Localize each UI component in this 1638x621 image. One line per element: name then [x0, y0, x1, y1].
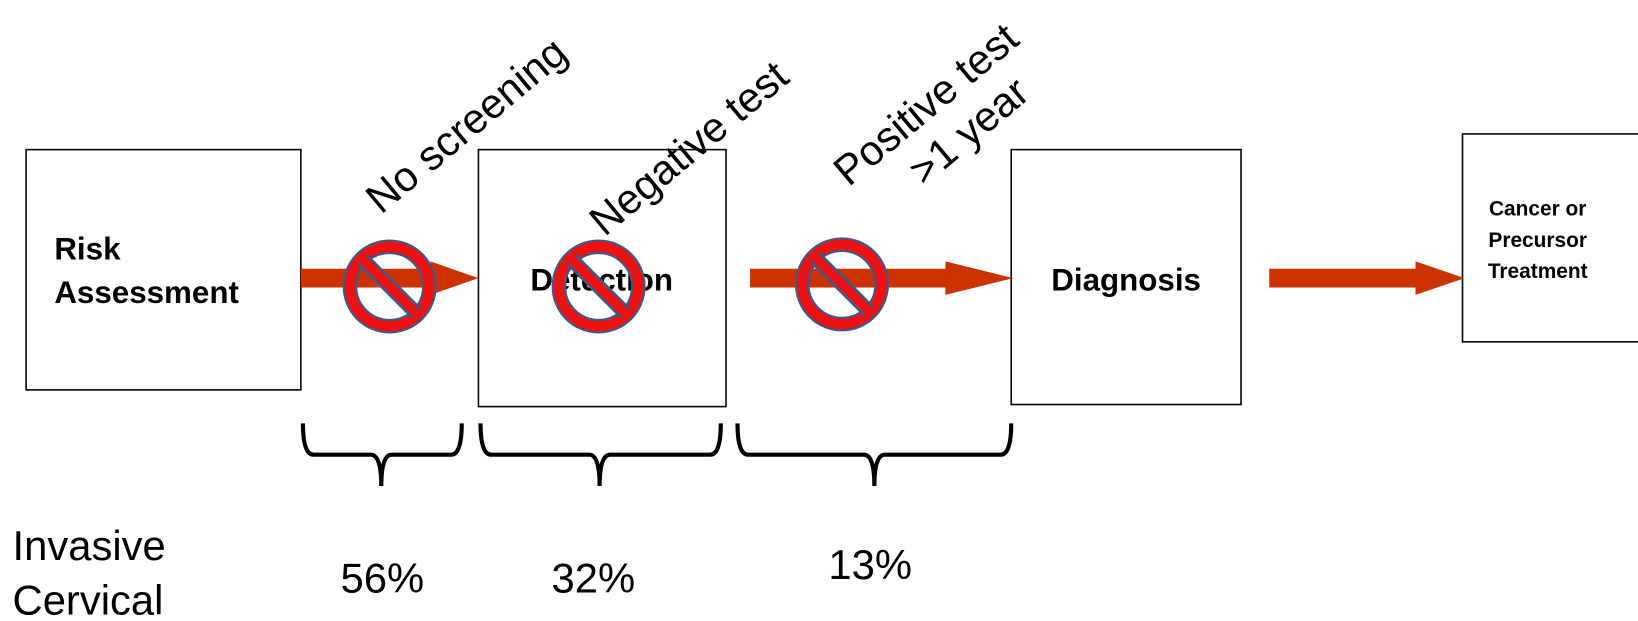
- node-label: Risk Assessment: [54, 231, 239, 310]
- box: [477, 148, 727, 408]
- text-line: Cervical: [13, 576, 164, 621]
- stat-value: 13%: [828, 541, 912, 588]
- text-line: Treatment: [1488, 260, 1588, 283]
- text-line: Risk: [54, 231, 121, 266]
- stat-value: 56%: [341, 555, 425, 602]
- node-label: Diagnosis: [1051, 263, 1201, 298]
- text-line: Cancer or: [1489, 197, 1586, 220]
- node-label: Cancer or Precursor Treatment: [1488, 197, 1588, 283]
- box: [1010, 148, 1242, 406]
- stat-label: Invasive Cervical: [13, 522, 166, 621]
- stat-value: 32%: [552, 555, 636, 602]
- text-line: Diagnosis: [1051, 263, 1201, 298]
- text-line: Precursor: [1488, 229, 1587, 252]
- no-sign: [342, 237, 889, 334]
- box: [1461, 133, 1638, 343]
- text-line: Invasive: [13, 522, 166, 569]
- box: [25, 148, 302, 391]
- text-line: Assessment: [54, 275, 239, 310]
- brace: [300, 423, 1014, 487]
